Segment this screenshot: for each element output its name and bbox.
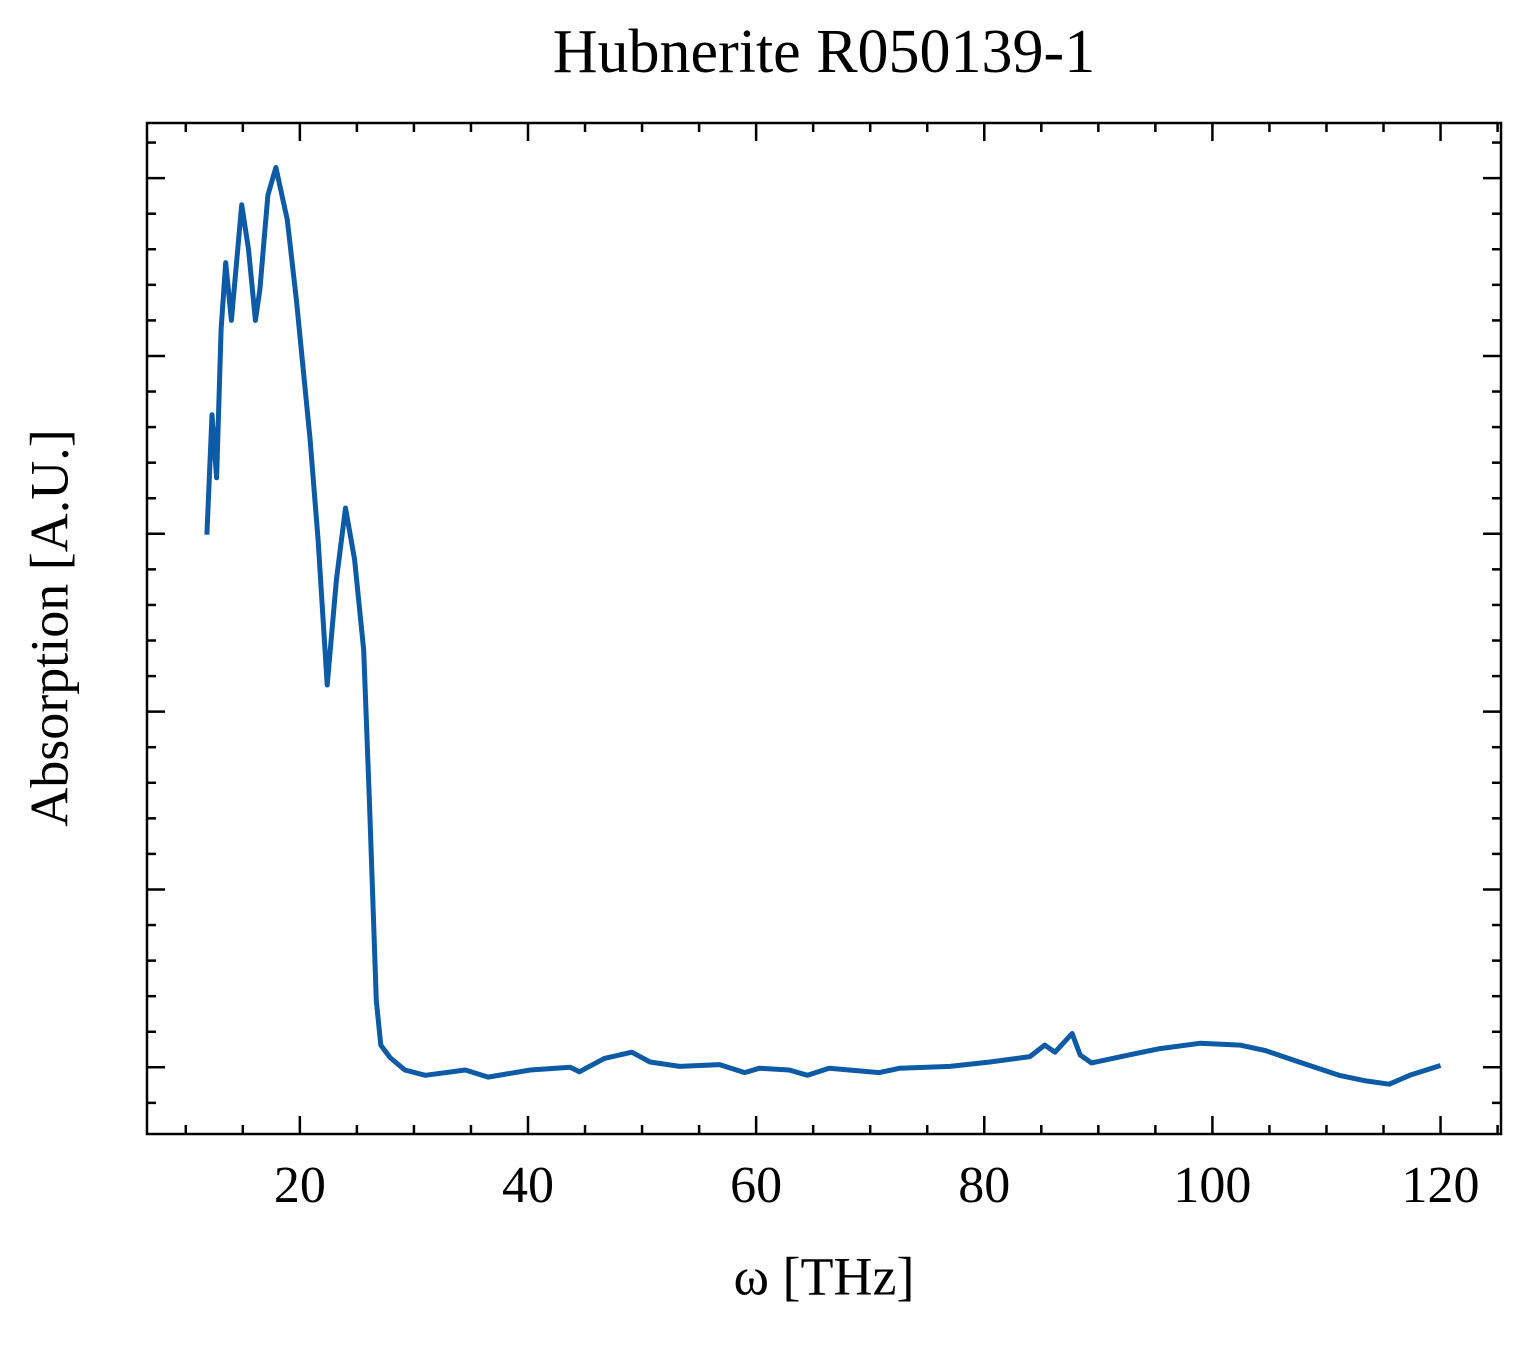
- x-tick-label: 60: [730, 1157, 782, 1214]
- x-tick-label: 120: [1402, 1157, 1480, 1214]
- data-line: [204, 165, 1442, 1087]
- x-tick-label: 100: [1173, 1157, 1251, 1214]
- x-tick-label: 40: [502, 1157, 554, 1214]
- x-tick-label: 80: [958, 1157, 1010, 1214]
- y-axis-label: Absorption [A.U.]: [19, 429, 79, 826]
- chart-title: Hubnerite R050139-1: [553, 18, 1095, 86]
- x-axis-label: ω [THz]: [734, 1246, 915, 1306]
- x-tick-label: 20: [274, 1157, 326, 1214]
- plot-frame: [145, 121, 1503, 1136]
